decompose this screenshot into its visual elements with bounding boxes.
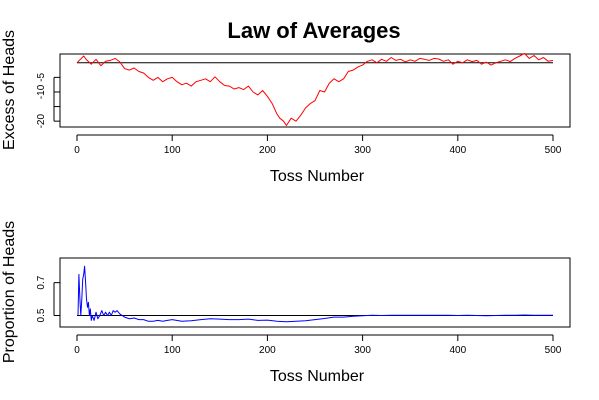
x-tick-label: 400 [449,145,466,156]
series-line [77,265,553,323]
plot-frame [59,257,571,328]
chart-title: Law of Averages [227,18,400,43]
x-tick-label: 500 [545,145,562,156]
x-tick-label: 400 [449,345,466,356]
x-tick-label: 100 [164,145,181,156]
y-tick-label: -10 [36,84,47,99]
y-tick-label: 0.5 [36,308,47,322]
y-tick-label: -20 [36,113,47,128]
y-axis-label: Excess of Heads [1,30,18,150]
x-tick-label: 100 [164,345,181,356]
x-tick-label: 200 [259,145,276,156]
panel-excess-of-heads: 0 100 200 300 400 500 -20 -10 -5 Toss Number Exces… [1,30,571,185]
plot-frame [59,53,571,128]
x-tick-label: 500 [545,345,562,356]
y-tick-label: 0.7 [36,275,47,289]
x-tick-label: 0 [74,145,80,156]
x-axis-label: Toss Number [270,168,365,185]
panel-proportion-of-heads: 0 100 200 300 400 500 0.5 0.7 Toss Number Proport… [1,221,571,385]
x-tick-label: 200 [259,345,276,356]
y-tick-label: -5 [36,72,47,81]
y-axis-label: Proportion of Heads [1,221,18,363]
x-tick-label: 0 [74,345,80,356]
x-tick-label: 300 [354,145,371,156]
x-axis-label: Toss Number [270,368,365,385]
series-line [76,52,554,126]
x-tick-label: 300 [354,345,371,356]
